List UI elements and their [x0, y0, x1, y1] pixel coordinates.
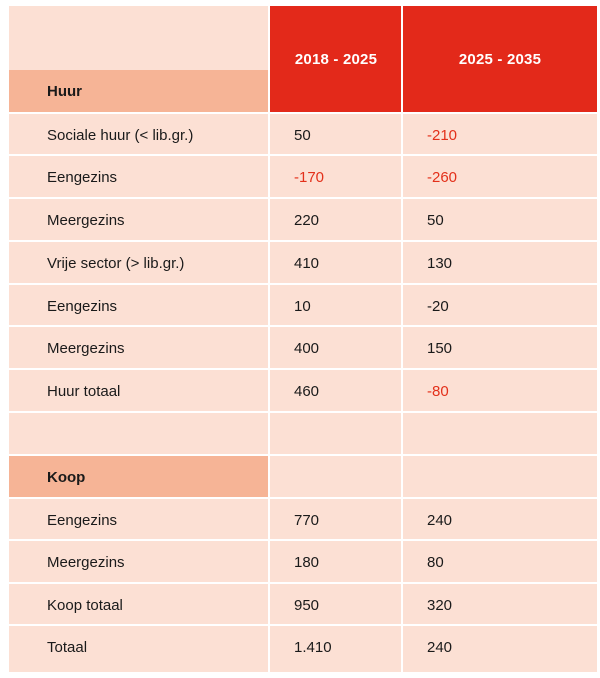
cell-2018-2025: 10 [294, 297, 311, 315]
row-divider [9, 240, 597, 242]
row-label: Eengezins [47, 297, 118, 315]
row-label: Meergezins [47, 211, 125, 229]
cell-2025-2035: -260 [427, 168, 458, 186]
cell-2025-2035: 320 [427, 596, 453, 614]
section-header-koop: Koop [9, 456, 268, 498]
row-label: Koop totaal [47, 596, 123, 614]
row-divider [9, 112, 597, 114]
row-divider [9, 539, 597, 541]
row-label: Meergezins [47, 553, 125, 571]
row-divider [9, 325, 597, 327]
cell-2025-2035: -210 [427, 126, 458, 144]
column-divider [268, 6, 270, 672]
cell-2018-2025: 950 [294, 596, 320, 614]
row-divider [9, 624, 597, 626]
row-divider [9, 454, 597, 456]
column-header-2018-2025: 2018 - 2025 [270, 6, 402, 112]
column-divider [401, 6, 403, 672]
cell-2018-2025: 410 [294, 254, 320, 272]
cell-2025-2035: -80 [427, 382, 449, 400]
row-label: Huur totaal [47, 382, 121, 400]
cell-2018-2025: 180 [294, 553, 320, 571]
row-divider [9, 283, 597, 285]
cell-2018-2025: 460 [294, 382, 320, 400]
cell-2018-2025: 50 [294, 126, 311, 144]
housing-table: 2018 - 2025 2025 - 2035 Huur Koop Social… [9, 6, 597, 672]
row-label [9, 413, 268, 455]
cell-2025-2035: 240 [427, 638, 453, 656]
row-label: Eengezins [47, 511, 118, 529]
row-label: Eengezins [47, 168, 118, 186]
cell-2025-2035 [403, 413, 597, 455]
cell-2025-2035: -20 [427, 297, 449, 315]
cell-2025-2035: 150 [427, 339, 453, 357]
cell-2025-2035: 80 [427, 553, 444, 571]
cell-2025-2035: 130 [427, 254, 453, 272]
section-header-huur: Huur [9, 70, 268, 112]
row-divider [9, 368, 597, 370]
cell-2018-2025: -170 [294, 168, 325, 186]
cell-2018-2025: 770 [294, 511, 320, 529]
cell-2025-2035: 240 [427, 511, 453, 529]
row-divider [9, 154, 597, 156]
row-divider [9, 582, 597, 584]
column-header-2025-2035: 2025 - 2035 [403, 6, 597, 112]
row-label: Totaal [47, 638, 88, 656]
row-label: Sociale huur (< lib.gr.) [47, 126, 194, 144]
cell-2018-2025 [270, 413, 401, 455]
cell-2018-2025: 220 [294, 211, 320, 229]
row-divider [9, 411, 597, 413]
cell-2018-2025: 400 [294, 339, 320, 357]
cell-2018-2025: 1.410 [294, 638, 332, 656]
row-divider [9, 197, 597, 199]
row-label: Vrije sector (> lib.gr.) [47, 254, 185, 272]
cell-2025-2035: 50 [427, 211, 444, 229]
row-divider [9, 497, 597, 499]
row-label: Meergezins [47, 339, 125, 357]
